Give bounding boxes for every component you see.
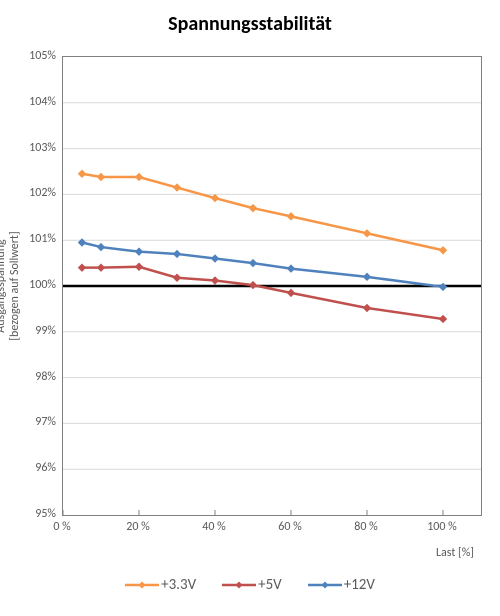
series-marker bbox=[250, 260, 257, 267]
series-marker bbox=[212, 255, 219, 262]
plot-area bbox=[62, 56, 482, 516]
series-marker bbox=[364, 304, 371, 311]
series-marker bbox=[212, 195, 219, 202]
x-axis-title: Last [%] bbox=[436, 546, 474, 560]
series-marker bbox=[364, 230, 371, 237]
legend-item: +5V bbox=[222, 576, 282, 594]
series-marker bbox=[79, 170, 86, 177]
legend-label: +12V bbox=[344, 576, 375, 594]
series-marker bbox=[98, 264, 105, 271]
series-marker bbox=[98, 244, 105, 251]
series-line bbox=[82, 267, 443, 319]
series-marker bbox=[136, 173, 143, 180]
y-tick-label: 96% bbox=[16, 461, 56, 475]
legend-label: +3.3V bbox=[161, 576, 196, 594]
series-line bbox=[82, 174, 443, 250]
series-marker bbox=[364, 273, 371, 280]
series-marker bbox=[250, 282, 257, 289]
legend-marker bbox=[222, 579, 256, 591]
chart-container: Spannungsstabilität Ausgangsspannung [be… bbox=[0, 0, 500, 616]
legend-marker bbox=[125, 579, 159, 591]
y-tick-label: 104% bbox=[16, 95, 56, 109]
series-marker bbox=[440, 315, 447, 322]
series-marker bbox=[440, 283, 447, 290]
y-tick-label: 102% bbox=[16, 186, 56, 200]
y-tick-label: 97% bbox=[16, 415, 56, 429]
series-marker bbox=[288, 289, 295, 296]
y-tick-label: 101% bbox=[16, 232, 56, 246]
series-marker bbox=[136, 248, 143, 255]
series-marker bbox=[98, 173, 105, 180]
series-line bbox=[82, 242, 443, 286]
chart-title: Spannungsstabilität bbox=[0, 12, 500, 36]
legend: +3.3V +5V +12V bbox=[0, 576, 500, 594]
series-marker bbox=[212, 277, 219, 284]
series-marker bbox=[250, 205, 257, 212]
x-tick-label: 0 % bbox=[53, 520, 70, 534]
plot-svg bbox=[63, 57, 481, 515]
y-tick-label: 105% bbox=[16, 49, 56, 63]
y-tick-label: 100% bbox=[16, 278, 56, 292]
legend-marker bbox=[308, 579, 342, 591]
series-marker bbox=[440, 247, 447, 254]
series-marker bbox=[288, 213, 295, 220]
y-tick-label: 95% bbox=[16, 507, 56, 521]
legend-label: +5V bbox=[258, 576, 282, 594]
y-tick-label: 98% bbox=[16, 370, 56, 384]
x-tick-label: 20 % bbox=[126, 520, 149, 534]
x-tick-label: 100 % bbox=[427, 520, 457, 534]
series-marker bbox=[174, 184, 181, 191]
series-marker bbox=[136, 263, 143, 270]
x-tick-label: 40 % bbox=[202, 520, 225, 534]
legend-item: +12V bbox=[308, 576, 375, 594]
series-marker bbox=[174, 274, 181, 281]
x-tick-label: 60 % bbox=[278, 520, 301, 534]
series-marker bbox=[79, 264, 86, 271]
legend-item: +3.3V bbox=[125, 576, 196, 594]
y-tick-label: 99% bbox=[16, 324, 56, 338]
series-marker bbox=[174, 250, 181, 257]
x-tick-label: 80 % bbox=[354, 520, 377, 534]
y-tick-label: 103% bbox=[16, 141, 56, 155]
series-marker bbox=[288, 265, 295, 272]
